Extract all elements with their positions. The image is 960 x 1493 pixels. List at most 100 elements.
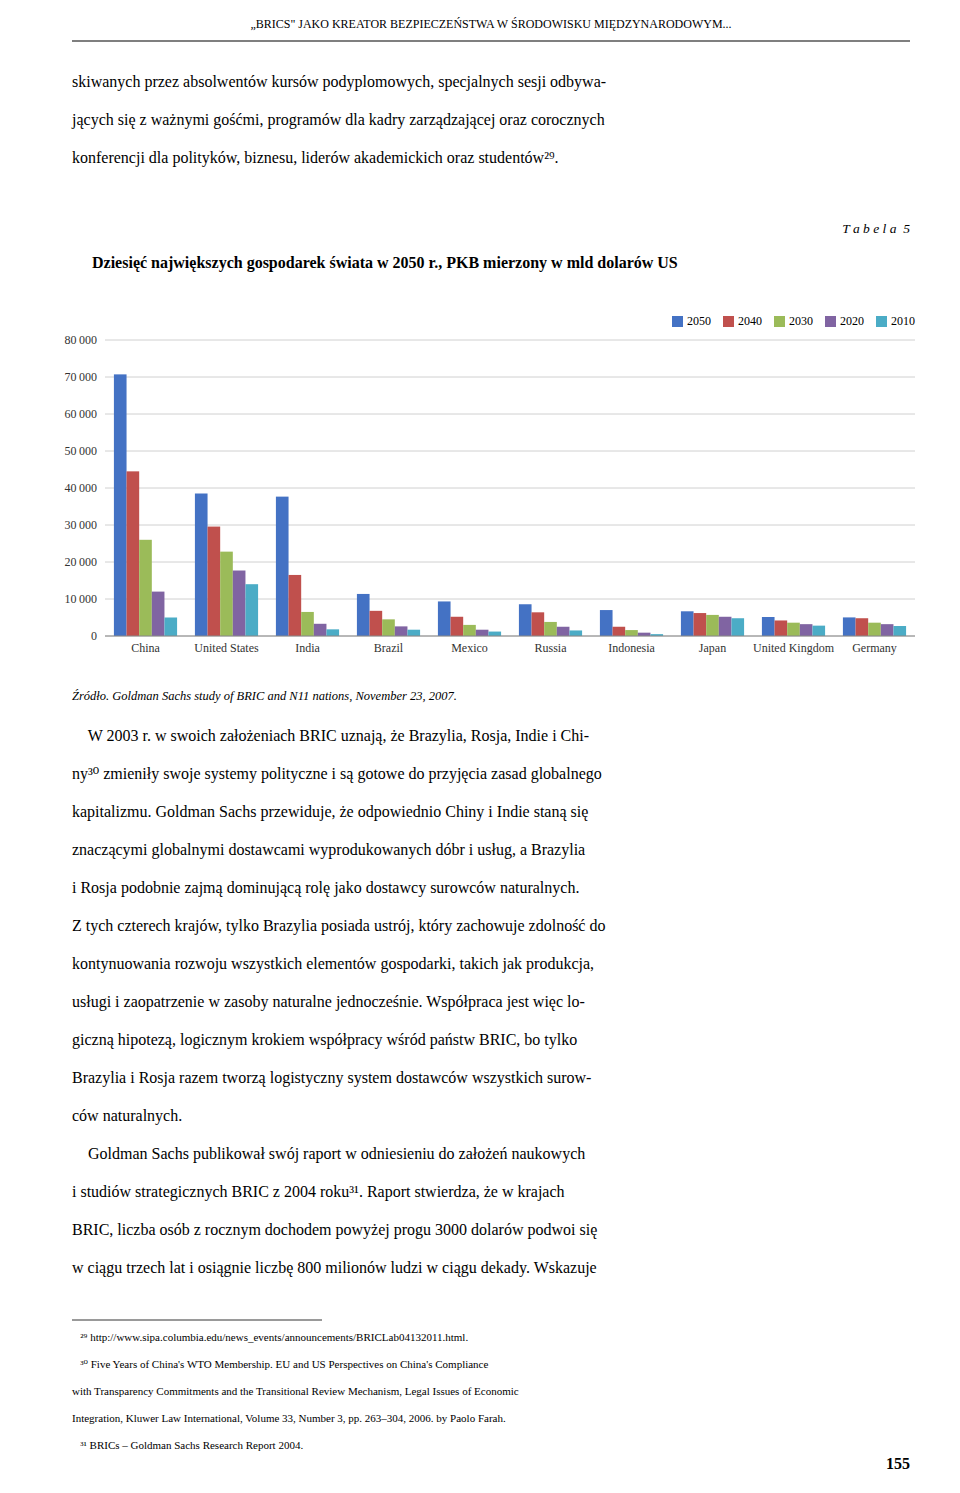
bar (613, 627, 626, 636)
chart-title: Dziesięć największych gospodarek świata … (92, 254, 678, 272)
bar (532, 612, 545, 636)
bar (488, 632, 501, 636)
body-text: ców naturalnych. (72, 1107, 182, 1125)
grid-line (105, 636, 915, 637)
bar (625, 630, 638, 636)
bar (127, 471, 140, 636)
legend-swatch (774, 316, 785, 327)
chart: 010 00020 00030 00040 00050 00060 00070 … (65, 314, 915, 655)
body-text: usługi i zaopatrzenie w zasoby naturalne… (72, 993, 585, 1011)
bar (357, 594, 370, 636)
body-text: konferencji dla polityków, biznesu, lide… (72, 149, 559, 167)
legend-swatch (825, 316, 836, 327)
x-tick-label: Brazil (374, 641, 404, 655)
bar (451, 617, 464, 636)
bar (868, 623, 881, 636)
x-tick-label: China (131, 641, 160, 655)
y-tick-label: 30 000 (65, 518, 97, 532)
bar (557, 627, 570, 636)
bar (800, 624, 813, 636)
bar (775, 620, 788, 636)
bar (314, 624, 327, 636)
bar (463, 625, 476, 636)
x-tick-label: India (295, 641, 320, 655)
legend-label: 2040 (738, 314, 762, 328)
y-tick-label: 70 000 (65, 370, 97, 384)
bar (326, 629, 339, 636)
bar (407, 630, 420, 636)
y-tick-label: 40 000 (65, 481, 97, 495)
footnote: ³⁰ Five Years of China's WTO Membership.… (72, 1358, 489, 1370)
body-text: ny³⁰ zmieniły swoje systemy polityczne i… (72, 765, 602, 783)
bar (152, 592, 165, 636)
bar (762, 617, 775, 636)
legend-swatch (672, 316, 683, 327)
body-text: jących się z ważnymi gośćmi, programów d… (71, 111, 605, 129)
bars (114, 374, 906, 636)
source-note: Źródło. Goldman Sachs study of BRIC and … (72, 689, 457, 703)
legend-label: 2020 (840, 314, 864, 328)
x-tick-label: United States (194, 641, 259, 655)
bar (544, 622, 557, 636)
bar (719, 617, 732, 636)
body-text: w ciągu trzech lat i osiągnie liczbę 800… (72, 1259, 597, 1277)
x-tick-label: Germany (852, 641, 897, 655)
bar (233, 571, 246, 636)
body-text: skiwanych przez absolwentów kursów podyp… (72, 73, 606, 91)
legend-label: 2010 (891, 314, 915, 328)
x-tick-label: Russia (534, 641, 567, 655)
footnote: with Transparency Commitments and the Tr… (72, 1385, 519, 1397)
bar (301, 612, 314, 636)
bar (681, 611, 694, 636)
table-label: T a b e l a 5 (842, 221, 910, 236)
y-tick-label: 60 000 (65, 407, 97, 421)
bar (276, 497, 289, 636)
x-tick-label: Indonesia (608, 641, 655, 655)
y-tick-label: 10 000 (65, 592, 97, 606)
page: „BRICS" JAKO KREATOR BEZPIECZEŃSTWA W ŚR… (0, 0, 960, 1493)
legend-label: 2030 (789, 314, 813, 328)
header-rule (72, 40, 910, 41)
bar (289, 575, 302, 636)
bar (694, 613, 707, 636)
bar (731, 618, 744, 636)
grid-line (105, 451, 915, 452)
x-axis-line (105, 636, 915, 637)
page-number: 155 (886, 1455, 910, 1472)
grid-line (105, 340, 915, 341)
bar (787, 623, 800, 636)
body-text: BRIC, liczba osób z rocznym dochodem pow… (72, 1221, 597, 1239)
body-text: i studiów strategicznych BRIC z 2004 rok… (72, 1183, 565, 1201)
y-tick-label: 80 000 (65, 333, 97, 347)
bar (706, 615, 719, 636)
legend-swatch (723, 316, 734, 327)
footnote: Integration, Kluwer Law International, V… (72, 1412, 506, 1424)
legend-swatch (876, 316, 887, 327)
body-text: Brazylia i Rosja razem tworzą logistyczn… (72, 1069, 591, 1087)
grid-line (105, 488, 915, 489)
body-text: giczną hipotezą, logicznym krokiem współ… (72, 1031, 577, 1049)
footnote: ²⁹ http://www.sipa.columbia.edu/news_eve… (72, 1331, 468, 1343)
bar (856, 618, 869, 636)
bar (881, 624, 894, 636)
grid-line (105, 525, 915, 526)
body-text: Goldman Sachs publikował swój raport w o… (72, 1145, 585, 1163)
y-tick-label: 20 000 (65, 555, 97, 569)
bar (245, 584, 258, 636)
footnote-rule (72, 1320, 322, 1321)
bar (812, 626, 825, 636)
bar (438, 601, 451, 636)
bar (893, 626, 906, 636)
body-text: znaczącymi globalnymi dostawcami wyprodu… (72, 841, 585, 859)
body-text: kapitalizmu. Goldman Sachs przewiduje, ż… (72, 803, 588, 821)
grid-line (105, 414, 915, 415)
body-text: kontynuowania rozwoju wszystkich element… (72, 955, 594, 973)
bar (382, 619, 395, 636)
legend: 20502040203020202010 (672, 314, 915, 328)
body-text: Z tych czterech krajów, tylko Brazylia p… (72, 917, 605, 935)
bar (600, 610, 613, 636)
bar (476, 630, 489, 636)
x-tick-label: Mexico (451, 641, 488, 655)
x-tick-label: United Kingdom (753, 641, 835, 655)
bar (164, 618, 177, 637)
